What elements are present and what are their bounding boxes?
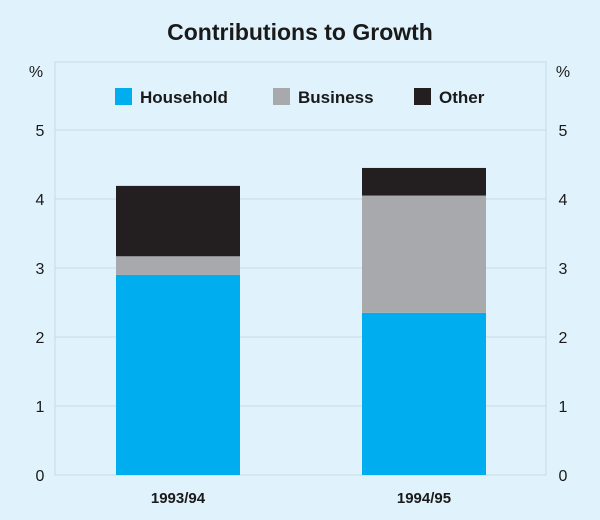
category-label: 1993/94: [151, 490, 206, 507]
category-label: 1994/95: [397, 490, 451, 507]
y-tick-left: 5: [36, 123, 45, 140]
bar-household-1994-95: [362, 312, 486, 475]
y-tick-left: 3: [36, 261, 45, 278]
legend-label-other: Other: [439, 88, 485, 107]
bar-household-1993-94: [116, 274, 240, 475]
legend-label-household: Household: [140, 88, 228, 107]
legend-label-business: Business: [298, 88, 374, 107]
y-tick-right: 4: [559, 192, 568, 209]
legend: Household Business Other: [115, 88, 485, 107]
y-tick-right: 1: [559, 399, 568, 416]
y-tick-right: 0: [559, 468, 568, 485]
y-tick-left: 4: [36, 192, 45, 209]
y-tick-left: 1: [36, 399, 45, 416]
chart-title: Contributions to Growth: [167, 19, 433, 45]
x-ticks: 1993/94 1994/95: [151, 490, 451, 507]
legend-swatch-household: [115, 88, 132, 105]
bars: [116, 167, 486, 475]
y-tick-left: 0: [36, 468, 45, 485]
y-tick-right: 3: [559, 261, 568, 278]
bar-business-1993-94: [116, 256, 240, 275]
y-tick-left: 2: [36, 330, 45, 347]
bar-other-1993-94: [116, 185, 240, 257]
bar-business-1994-95: [362, 195, 486, 313]
legend-swatch-other: [414, 88, 431, 105]
bar-other-1994-95: [362, 167, 486, 196]
y-axis-label-right: %: [556, 64, 570, 81]
y-axis-label-left: %: [29, 64, 43, 81]
y-ticks: 0 0 1 1 2 2 3 3 4 4 5 5: [36, 123, 568, 485]
y-tick-right: 5: [559, 123, 568, 140]
y-tick-right: 2: [559, 330, 568, 347]
legend-swatch-business: [273, 88, 290, 105]
